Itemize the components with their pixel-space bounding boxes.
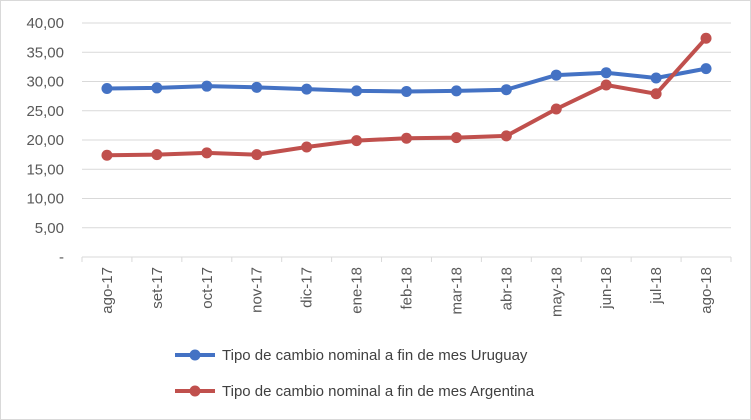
data-point	[450, 132, 462, 144]
legend-swatch-marker	[189, 349, 201, 361]
x-axis-ticks: ago-17 set-17 oct-17 nov-17 dic-17 ene-18 feb-…	[81, 257, 732, 317]
data-point	[251, 149, 263, 161]
legend: Tipo de cambio nominal a fin de mes Urug…	[175, 347, 535, 400]
y-tick-label: 10,00	[26, 191, 64, 208]
legend-label: Tipo de cambio nominal a fin de mes Urug…	[222, 347, 528, 364]
x-tick-label: feb-18	[399, 267, 416, 310]
data-point	[151, 149, 163, 161]
data-point	[351, 85, 363, 97]
data-point	[700, 32, 712, 44]
data-point	[650, 88, 662, 100]
data-point	[301, 83, 313, 95]
data-point	[550, 103, 562, 115]
data-point	[151, 82, 163, 94]
data-point	[201, 147, 213, 159]
data-point	[401, 132, 412, 144]
y-tick-label: 35,00	[26, 44, 64, 61]
y-tick-label: 5,00	[35, 220, 64, 237]
x-tick-label: ago-18	[698, 267, 715, 314]
legend-label: Tipo de cambio nominal a fin de mes Arge…	[222, 383, 535, 400]
x-tick-label: nov-17	[249, 267, 266, 313]
x-tick-label: jun-18	[598, 267, 615, 310]
x-tick-label: set-17	[149, 267, 166, 309]
data-point	[450, 85, 462, 97]
data-point	[301, 141, 313, 153]
y-tick-label: 30,00	[26, 74, 64, 91]
x-tick-label: mar-18	[448, 267, 465, 315]
x-tick-label: ago-17	[99, 267, 116, 314]
y-axis-ticks: - 5,00 10,00 15,00 20,00 25,00 30,00 35,00 40,00	[26, 15, 64, 266]
data-point	[500, 130, 512, 142]
x-tick-label: may-18	[548, 267, 565, 317]
x-tick-label: dic-17	[299, 267, 316, 308]
data-point	[550, 69, 562, 81]
legend-swatch-marker	[189, 385, 201, 397]
data-point	[650, 72, 662, 84]
data-point	[700, 63, 712, 75]
y-tick-label: 15,00	[26, 161, 64, 178]
gridlines	[82, 22, 731, 258]
data-point	[251, 81, 263, 93]
x-tick-label: ene-18	[349, 267, 366, 314]
y-tick-label: 40,00	[26, 15, 64, 32]
data-point	[600, 67, 612, 79]
data-point	[351, 135, 363, 147]
x-tick-label: jul-18	[648, 267, 665, 305]
data-point	[101, 83, 113, 95]
data-point	[600, 79, 612, 91]
y-tick-label: 25,00	[26, 103, 64, 120]
y-tick-label: 20,00	[26, 132, 64, 149]
x-tick-label: oct-17	[199, 267, 216, 309]
data-point	[401, 85, 412, 97]
y-tick-label: -	[59, 249, 64, 266]
data-point	[500, 84, 512, 96]
data-point	[201, 80, 213, 92]
x-tick-label: abr-18	[498, 267, 515, 310]
data-point	[101, 149, 113, 161]
series-points	[101, 32, 712, 161]
